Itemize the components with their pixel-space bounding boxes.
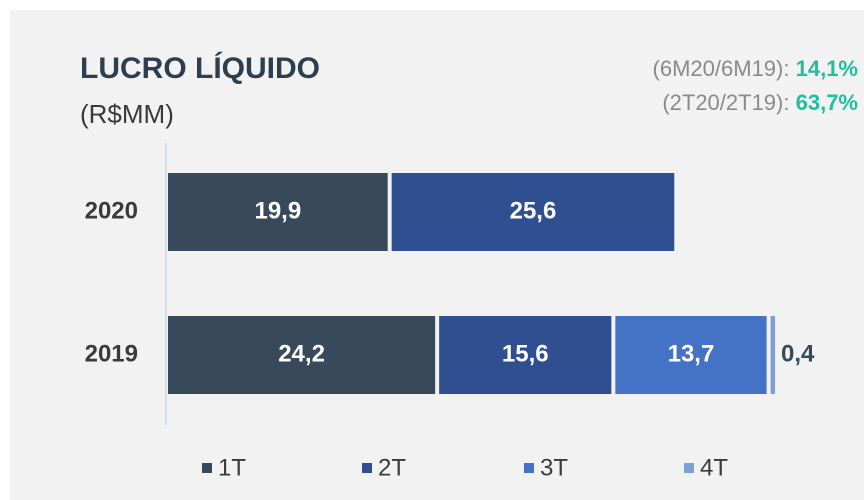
annotation: (6M20/6M19): 14,1% bbox=[653, 56, 858, 81]
bar bbox=[168, 316, 436, 394]
legend-label: 1T bbox=[218, 454, 246, 481]
legend-swatch bbox=[202, 463, 212, 473]
bar bbox=[391, 173, 675, 251]
bar bbox=[439, 316, 612, 394]
panel bbox=[10, 10, 864, 500]
data-label: 24,2 bbox=[278, 340, 325, 367]
data-label: 19,9 bbox=[254, 197, 301, 224]
data-label: 25,6 bbox=[510, 197, 557, 224]
bar bbox=[770, 316, 775, 394]
annotation-value: 63,7% bbox=[796, 90, 858, 115]
y-tick-label: 2020 bbox=[85, 197, 138, 224]
legend-swatch bbox=[684, 463, 694, 473]
legend-swatch bbox=[362, 463, 372, 473]
data-label: 15,6 bbox=[502, 340, 549, 367]
chart-title: LUCRO LÍQUIDO bbox=[80, 51, 320, 85]
y-tick-label: 2019 bbox=[85, 340, 138, 367]
legend-label: 3T bbox=[540, 454, 568, 481]
legend-label: 2T bbox=[378, 454, 406, 481]
legend-swatch bbox=[524, 463, 534, 473]
chart-subtitle: (R$MM) bbox=[80, 99, 174, 129]
annotation-label: (2T20/2T19): bbox=[662, 90, 789, 115]
bar bbox=[615, 316, 767, 394]
annotation-label: (6M20/6M19): bbox=[653, 56, 790, 81]
data-label: 13,7 bbox=[668, 340, 715, 367]
data-label: 0,4 bbox=[781, 340, 815, 367]
annotation: (2T20/2T19): 63,7% bbox=[662, 90, 858, 115]
legend-label: 4T bbox=[700, 454, 728, 481]
bar bbox=[168, 173, 388, 251]
annotation-value: 14,1% bbox=[796, 56, 858, 81]
